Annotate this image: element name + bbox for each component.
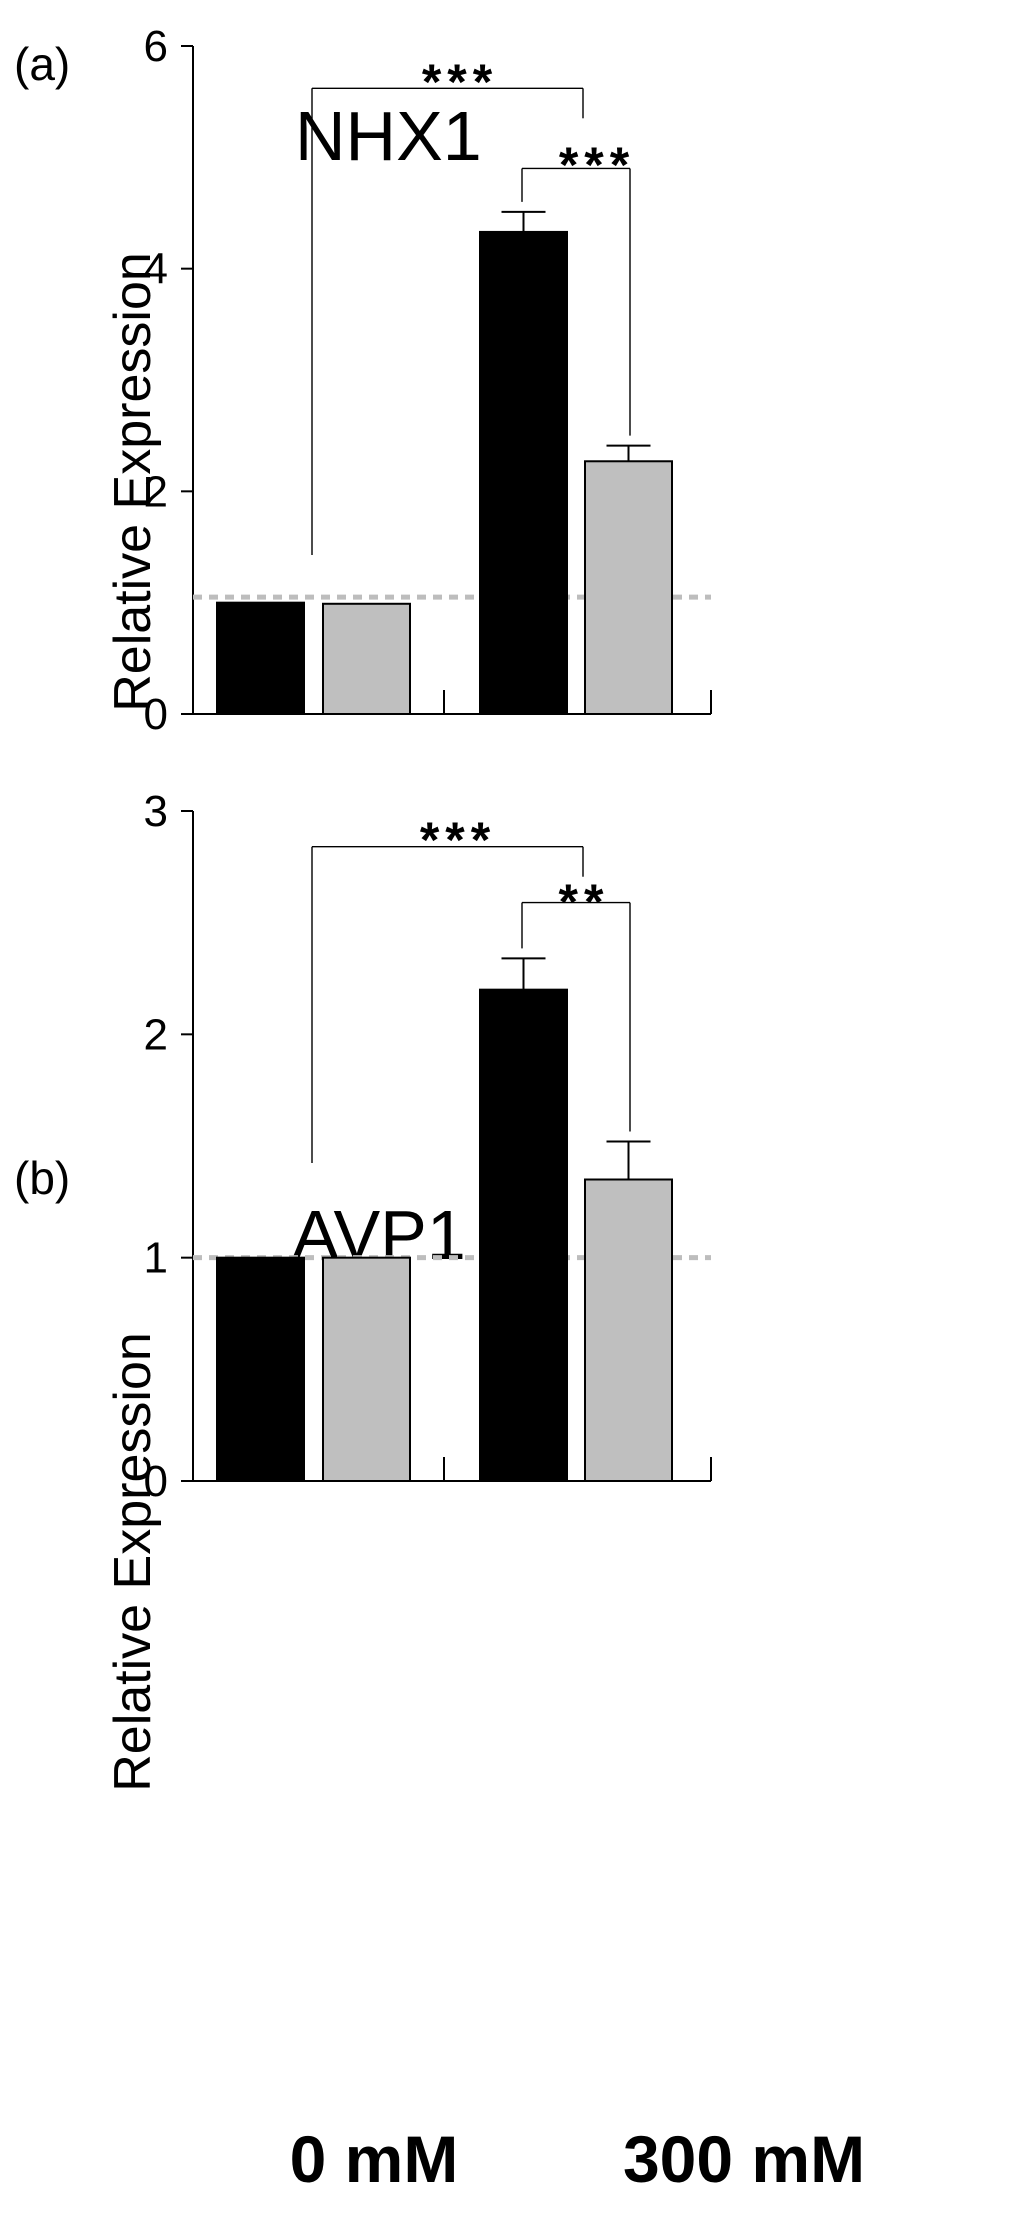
panel-a-label: (a) (14, 38, 70, 90)
bar-grey-0 (322, 1256, 411, 1482)
significance-stars-1: *** (559, 137, 635, 193)
panel-a-y-axis-label: Relative Expression (104, 252, 162, 712)
significance-stars-0: *** (422, 54, 498, 110)
y-tick-label: 2 (144, 467, 168, 516)
significance-stars-0: *** (420, 812, 496, 868)
panel-b-y-axis-label: Relative Expression (104, 1332, 162, 1792)
bar-black-1 (479, 230, 568, 715)
y-tick-label: 6 (144, 22, 168, 71)
panel-a: (a) NHX1 Relative Expression 0 2 4 6 *** *** (14, 22, 712, 739)
panel-b-label: (b) (14, 1152, 70, 1204)
y-tick-label: 1 (144, 1234, 168, 1283)
y-tick-label: 0 (144, 690, 168, 739)
bar-grey-0 (322, 602, 411, 716)
panel-a-gene-title: NHX1 (295, 97, 482, 175)
panel-b-bars (216, 957, 673, 1483)
x-category-label-300mm: 300 mM (623, 2122, 865, 2196)
y-tick-label: 3 (144, 787, 168, 836)
x-category-label-0mm: 0 mM (290, 2122, 459, 2196)
y-tick-label: 0 (144, 1457, 168, 1506)
y-tick-label: 2 (144, 1010, 168, 1059)
bar-grey-1 (584, 1178, 673, 1482)
y-tick-label: 4 (144, 245, 168, 294)
significance-stars-1: ** (559, 874, 610, 930)
panel-a-significance: *** *** (311, 54, 635, 555)
panel-a-bars (216, 210, 673, 716)
panel-b-significance: ***** (311, 812, 631, 1163)
bar-black-0 (216, 1256, 305, 1482)
bar-grey-1 (584, 460, 673, 716)
bar-black-1 (479, 988, 568, 1483)
panel-a-axes: 0 2 4 6 (144, 22, 712, 739)
bar-black-0 (216, 601, 305, 716)
